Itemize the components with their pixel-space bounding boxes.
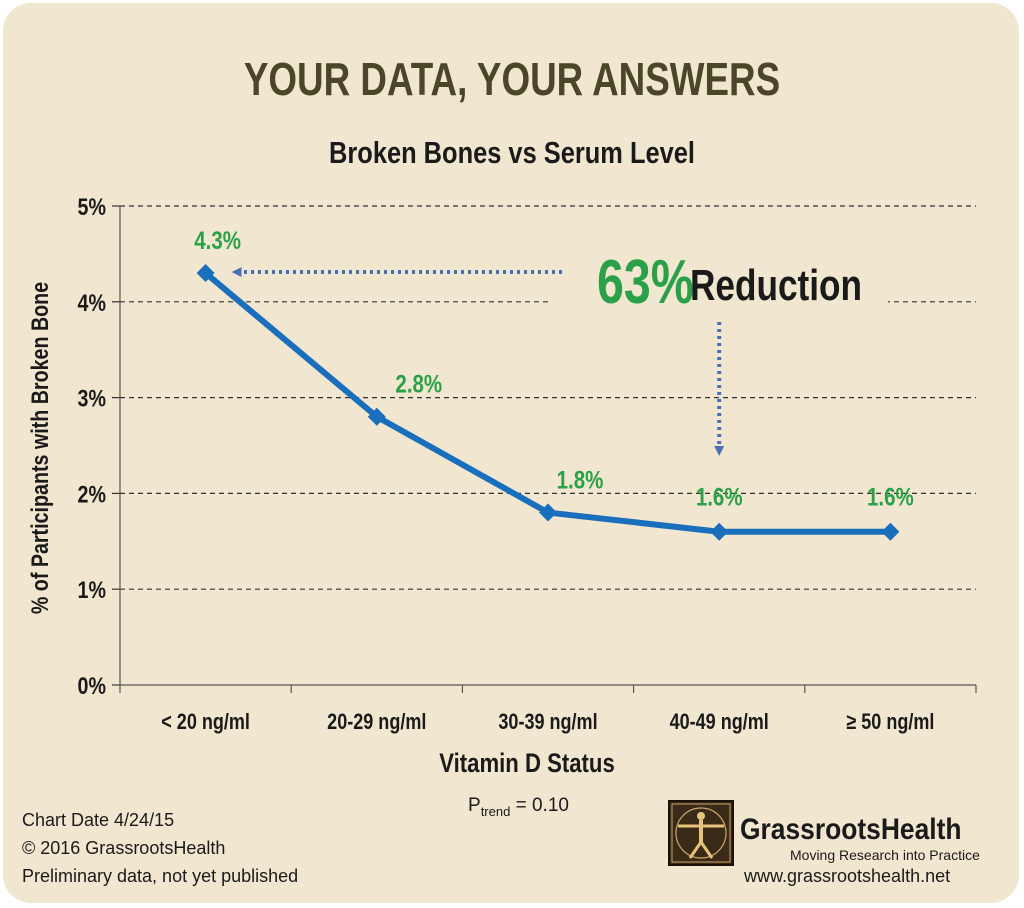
p-trend-value: = 0.10	[510, 795, 569, 816]
copyright-text: © 2016 GrassrootsHealth	[22, 838, 226, 858]
x-tick-label: ≥ 50 ng/ml	[846, 710, 934, 734]
data-point-marker	[881, 522, 900, 541]
x-tick-label: 20-29 ng/ml	[327, 710, 426, 734]
y-tick-label: 0%	[78, 672, 106, 699]
brand-name: GrassrootsHealth	[740, 813, 962, 846]
data-label: 1.8%	[557, 466, 604, 494]
x-tick-label: 30-39 ng/ml	[498, 710, 597, 734]
y-axis-title: % of Participants with Broken Bone	[26, 282, 53, 614]
y-tick-label: 3%	[78, 385, 106, 412]
y-tick-label: 2%	[78, 481, 106, 508]
data-label: 4.3%	[194, 226, 241, 254]
annotation-percent: 63%	[597, 247, 694, 316]
chart-subtitle: Broken Bones vs Serum Level	[329, 135, 695, 170]
y-tick-label: 5%	[78, 193, 106, 220]
data-point-marker	[710, 522, 729, 541]
preliminary-note: Preliminary data, not yet published	[22, 866, 299, 886]
y-tick-label: 4%	[78, 289, 106, 316]
annotation-text: Reduction	[690, 261, 862, 310]
brand-url: www.grassrootshealth.net	[744, 866, 951, 886]
annotation-backdrop	[550, 242, 888, 322]
chart-title: YOUR DATA, YOUR ANSWERS	[243, 53, 781, 105]
data-label: 1.6%	[867, 483, 914, 511]
p-trend-prefix: P	[468, 795, 481, 816]
data-point-marker	[367, 407, 386, 426]
p-trend-subscript: trend	[480, 804, 511, 819]
x-axis-title: Vitamin D Status	[439, 748, 615, 778]
y-tick-label: 1%	[78, 576, 106, 603]
x-tick-label: 40-49 ng/ml	[670, 710, 769, 734]
chart-date: Chart Date 4/24/15	[22, 810, 175, 830]
data-label: 2.8%	[395, 370, 442, 398]
brand-tagline: Moving Research into Practice	[790, 847, 980, 863]
vitruvian-man-logo-icon	[668, 800, 734, 866]
data-label: 1.6%	[696, 483, 743, 511]
p-trend-label: Ptrend = 0.10	[468, 795, 569, 819]
data-point-marker	[539, 503, 557, 522]
chart-card	[3, 3, 1019, 903]
x-tick-label: < 20 ng/ml	[161, 710, 250, 734]
data-point-marker	[196, 264, 215, 283]
